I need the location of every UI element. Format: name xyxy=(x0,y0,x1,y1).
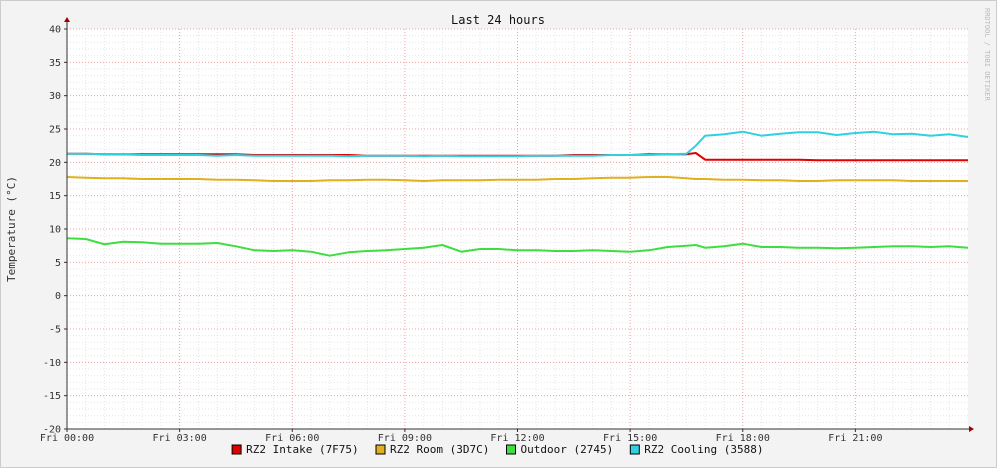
legend-label-2: RZ2 Room (3D7C) xyxy=(390,443,489,456)
legend-swatch-2 xyxy=(375,444,386,455)
chart-title: Last 24 hours xyxy=(451,13,545,27)
legend-swatch-4 xyxy=(629,444,640,455)
axes-layer xyxy=(64,17,974,432)
y-tick-label: 25 xyxy=(49,125,61,136)
legend-swatch-3 xyxy=(506,444,516,455)
y-tick-label: 20 xyxy=(49,158,61,169)
legend-label-1: RZ2 Intake (7F75) xyxy=(246,443,359,456)
x-tick-label: Fri 18:00 xyxy=(716,433,770,444)
legend-label-4: RZ2 Cooling (3588) xyxy=(644,443,763,456)
watermark: RRDTOOL / TOBI OETIKER xyxy=(983,8,991,102)
x-tick-label: Fri 21:00 xyxy=(828,433,882,444)
x-tick-label: Fri 15:00 xyxy=(603,433,657,444)
grid-layer xyxy=(66,28,968,430)
series-line-3 xyxy=(66,237,969,257)
x-tick-label: Fri 03:00 xyxy=(153,433,207,444)
x-tick-label: Fri 12:00 xyxy=(490,433,544,444)
series-line-2 xyxy=(66,176,968,182)
legend-label-3: Outdoor (2745) xyxy=(521,443,614,456)
y-tick-label: 15 xyxy=(49,191,61,202)
y-tick-label: 0 xyxy=(55,291,61,302)
legend: RZ2 Intake (7F75) RZ2 Room (3D7C) Outdoor … xyxy=(231,443,764,456)
y-tick-label: -20 xyxy=(43,425,61,436)
x-axis-arrow xyxy=(969,426,974,432)
y-axis-arrow xyxy=(64,17,70,22)
x-tick-label: Fri 00:00 xyxy=(40,433,94,444)
legend-swatch-1 xyxy=(231,444,242,455)
y-axis-label: Temperature (°C) xyxy=(5,176,18,282)
series-line-4 xyxy=(67,130,969,158)
y-tick-label: -10 xyxy=(43,358,61,369)
y-tick-label: 10 xyxy=(49,225,61,236)
y-tick-label: 35 xyxy=(49,58,61,69)
y-tick-label: -5 xyxy=(49,325,61,336)
x-tick-label: Fri 06:00 xyxy=(265,433,319,444)
y-tick-label: 5 xyxy=(55,258,61,269)
y-tick-label: 40 xyxy=(49,25,61,36)
series-layer xyxy=(66,130,969,257)
y-tick-label: 30 xyxy=(49,91,61,102)
y-tick-label: -15 xyxy=(43,391,61,402)
x-tick-label: Fri 09:00 xyxy=(378,433,432,444)
